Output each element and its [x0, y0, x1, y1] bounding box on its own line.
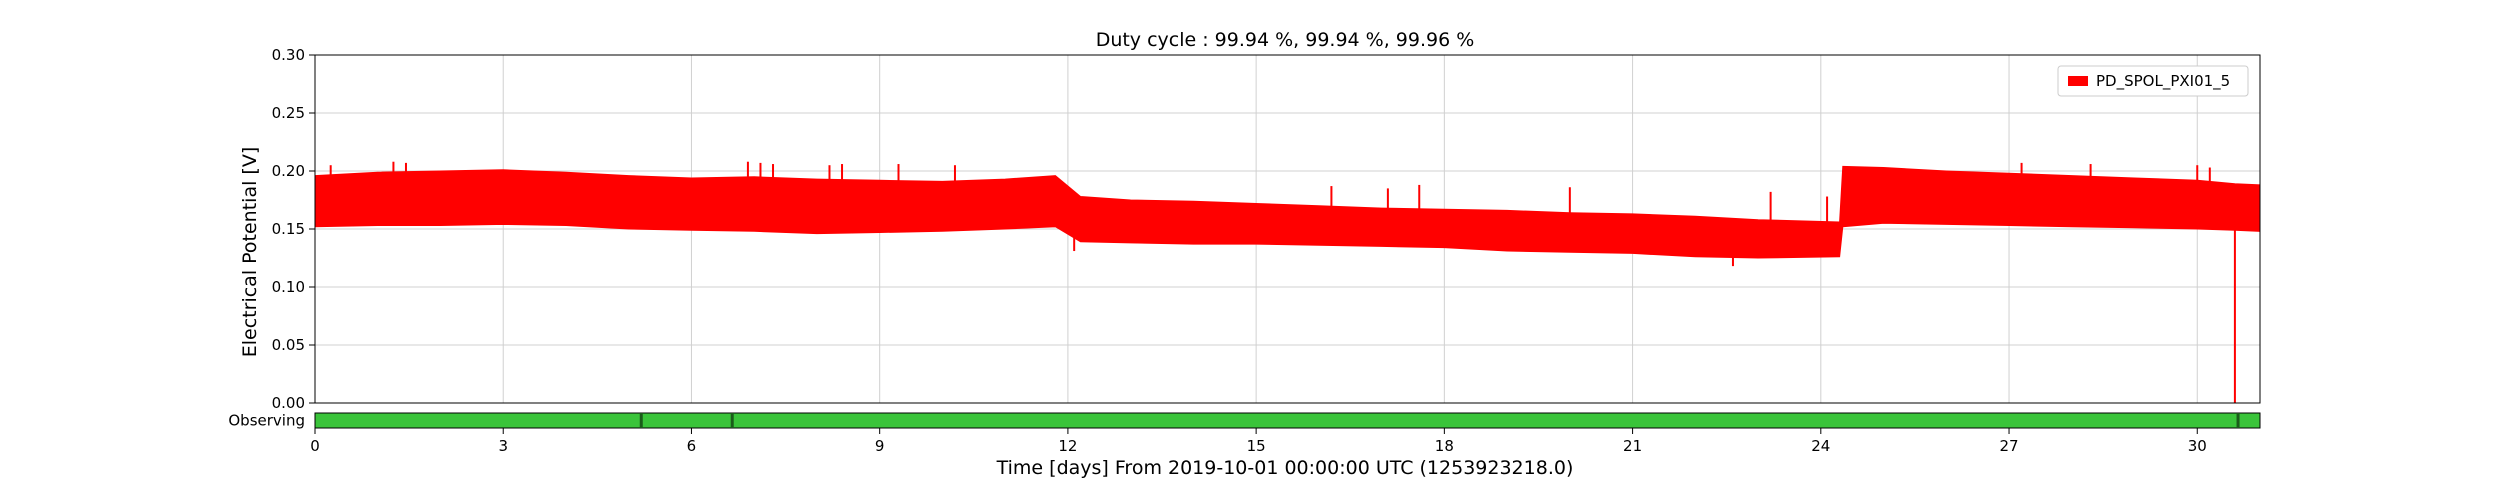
y-tick-label: 0.25: [272, 104, 305, 122]
x-tick-label: 3: [498, 437, 508, 455]
observing-label: Observing: [228, 412, 305, 430]
x-tick-label: 30: [2188, 437, 2207, 455]
y-tick-label: 0.05: [272, 336, 305, 354]
x-tick-label: 6: [687, 437, 697, 455]
legend-swatch: [2068, 76, 2088, 86]
x-axis: 0 3 6 9 12 15 18 21 24 27 30: [310, 428, 2207, 455]
series-band: [314, 165, 2261, 259]
legend: PD_SPOL_PXI01_5: [2057, 65, 2249, 97]
x-tick-label: 9: [875, 437, 885, 455]
legend-box: [2057, 65, 2249, 97]
y-tick-label: 0.15: [272, 220, 305, 238]
x-tick-label: 27: [1999, 437, 2018, 455]
observing-segments: Observing: [228, 412, 2261, 430]
x-tick-label: 12: [1058, 437, 1077, 455]
y-tick-label: 0.30: [272, 46, 305, 64]
x-axis-label: Time [days] From 2019-10-01 00:00:00 UTC…: [996, 457, 1574, 479]
x-tick-label: 15: [1247, 437, 1266, 455]
x-tick-label: 0: [310, 437, 320, 455]
y-tick-label: 0.00: [272, 394, 305, 412]
x-tick-label: 18: [1435, 437, 1454, 455]
y-axis: 0.00 0.05 0.10 0.15 0.20 0.25 0.30: [272, 46, 315, 412]
legend-label: PD_SPOL_PXI01_5: [2096, 72, 2230, 91]
chart-title: Duty cycle : 99.94 %, 99.94 %, 99.96 %: [1096, 29, 1475, 51]
x-tick-label: 21: [1623, 437, 1642, 455]
y-tick-label: 0.20: [272, 162, 305, 180]
y-axis-label: Electrical Potential [V]: [239, 147, 261, 357]
x-tick-label: 24: [1811, 437, 1830, 455]
y-tick-label: 0.10: [272, 278, 305, 296]
observing-segment-bar: [314, 412, 2261, 429]
plot-area: [314, 161, 2261, 403]
